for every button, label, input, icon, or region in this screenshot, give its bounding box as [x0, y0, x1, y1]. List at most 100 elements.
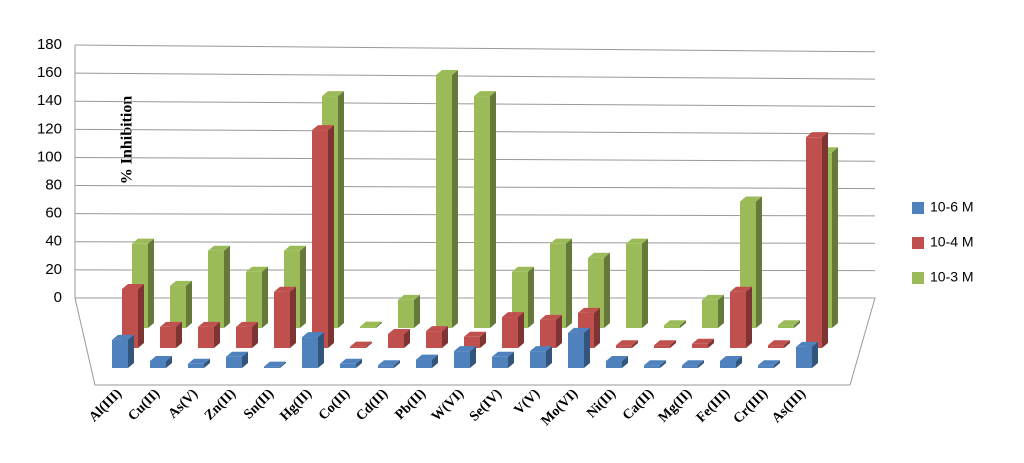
bar-side — [822, 132, 828, 348]
bar-side — [176, 321, 182, 348]
bar-top — [692, 338, 714, 344]
bar-top — [426, 326, 448, 332]
bar-side — [262, 266, 268, 328]
bar-side — [376, 321, 382, 328]
bar — [702, 299, 718, 328]
bar-top — [768, 340, 790, 346]
bar-side — [204, 358, 210, 368]
bar — [606, 360, 622, 368]
bar-side — [718, 294, 724, 328]
bar-top — [730, 286, 752, 292]
bar-side — [290, 286, 296, 348]
bar — [236, 326, 252, 348]
bar — [654, 345, 670, 348]
bar-top — [758, 360, 780, 366]
bar-top — [360, 321, 382, 327]
bar-top — [454, 346, 476, 352]
y-tick-label: 100 — [37, 148, 62, 165]
bar-top — [388, 328, 410, 334]
bar-side — [328, 125, 334, 348]
x-tick-label: Co(II) — [316, 386, 353, 423]
bar — [312, 130, 328, 348]
bar-side — [746, 286, 752, 348]
bar-side — [470, 346, 476, 368]
bar-side — [508, 351, 514, 368]
y-tick-label: 20 — [45, 261, 62, 278]
bar-top — [606, 355, 628, 361]
bar-top — [740, 196, 762, 202]
y-tick-label: 160 — [37, 64, 62, 81]
bar-top — [682, 360, 704, 366]
bar-top — [512, 266, 534, 272]
bar — [778, 325, 794, 328]
bar-side — [186, 280, 192, 328]
bar-top — [578, 307, 600, 313]
bar — [378, 365, 394, 368]
bar-side — [404, 328, 410, 348]
bar-side — [414, 294, 420, 328]
bar-side — [604, 252, 610, 328]
bar-top — [664, 320, 686, 326]
bar-top — [644, 360, 666, 366]
bar-side — [366, 341, 372, 348]
bar-side — [698, 360, 704, 368]
bar-side — [546, 346, 552, 368]
bar-top — [416, 354, 438, 360]
bar — [492, 356, 508, 368]
x-tick-label: As(V) — [166, 386, 202, 422]
bar-side — [224, 245, 230, 328]
bar-side — [338, 91, 344, 328]
bar-side — [812, 341, 818, 368]
bar-side — [832, 147, 838, 328]
bar-side — [680, 320, 686, 328]
bar — [188, 363, 204, 368]
bar-top — [112, 334, 134, 340]
y-tick-label: 40 — [45, 233, 62, 250]
bar-top — [378, 360, 400, 366]
bar-side — [642, 238, 648, 328]
bar-top — [474, 91, 496, 97]
bar-side — [300, 245, 306, 328]
grid-line — [74, 44, 876, 53]
bar — [302, 337, 318, 368]
x-tick-label: Zn(II) — [202, 386, 239, 423]
bar — [568, 332, 584, 368]
bar — [264, 366, 280, 368]
bar-side — [584, 327, 590, 368]
bar-top — [654, 340, 676, 346]
bar-top — [530, 346, 552, 352]
bar-top — [464, 331, 486, 337]
bar-side — [452, 70, 458, 328]
x-tick-label: Fe(III) — [694, 386, 733, 425]
bar-top — [398, 294, 420, 300]
bar-top — [568, 327, 590, 333]
x-tick-label: Mg(II) — [656, 386, 695, 425]
bar-top — [492, 351, 514, 357]
bar — [644, 365, 660, 368]
y-axis-label: % Inhibition — [119, 96, 136, 185]
bar-side — [622, 355, 628, 368]
bar — [454, 351, 470, 368]
bar — [626, 243, 642, 328]
bar-side — [708, 338, 714, 348]
bar — [426, 331, 442, 348]
y-tick-label: 60 — [45, 205, 62, 222]
x-tick-label: Mo(VI) — [539, 386, 582, 429]
bar-side — [556, 314, 562, 348]
bar — [436, 75, 452, 328]
bar-side — [660, 360, 666, 368]
bar-side — [774, 360, 780, 368]
bar — [246, 271, 262, 328]
y-tick-label: 140 — [37, 92, 62, 109]
bar-top — [188, 358, 210, 364]
bar-top — [236, 321, 258, 327]
bar-side — [736, 355, 742, 368]
bar — [540, 319, 556, 348]
bar-top — [550, 238, 572, 244]
y-tick-label: 120 — [37, 120, 62, 137]
x-tick-label: Cu(II) — [126, 386, 164, 424]
bar-top — [132, 238, 154, 244]
bar-top — [436, 70, 458, 75]
legend-label: 10-6 M — [930, 199, 974, 215]
